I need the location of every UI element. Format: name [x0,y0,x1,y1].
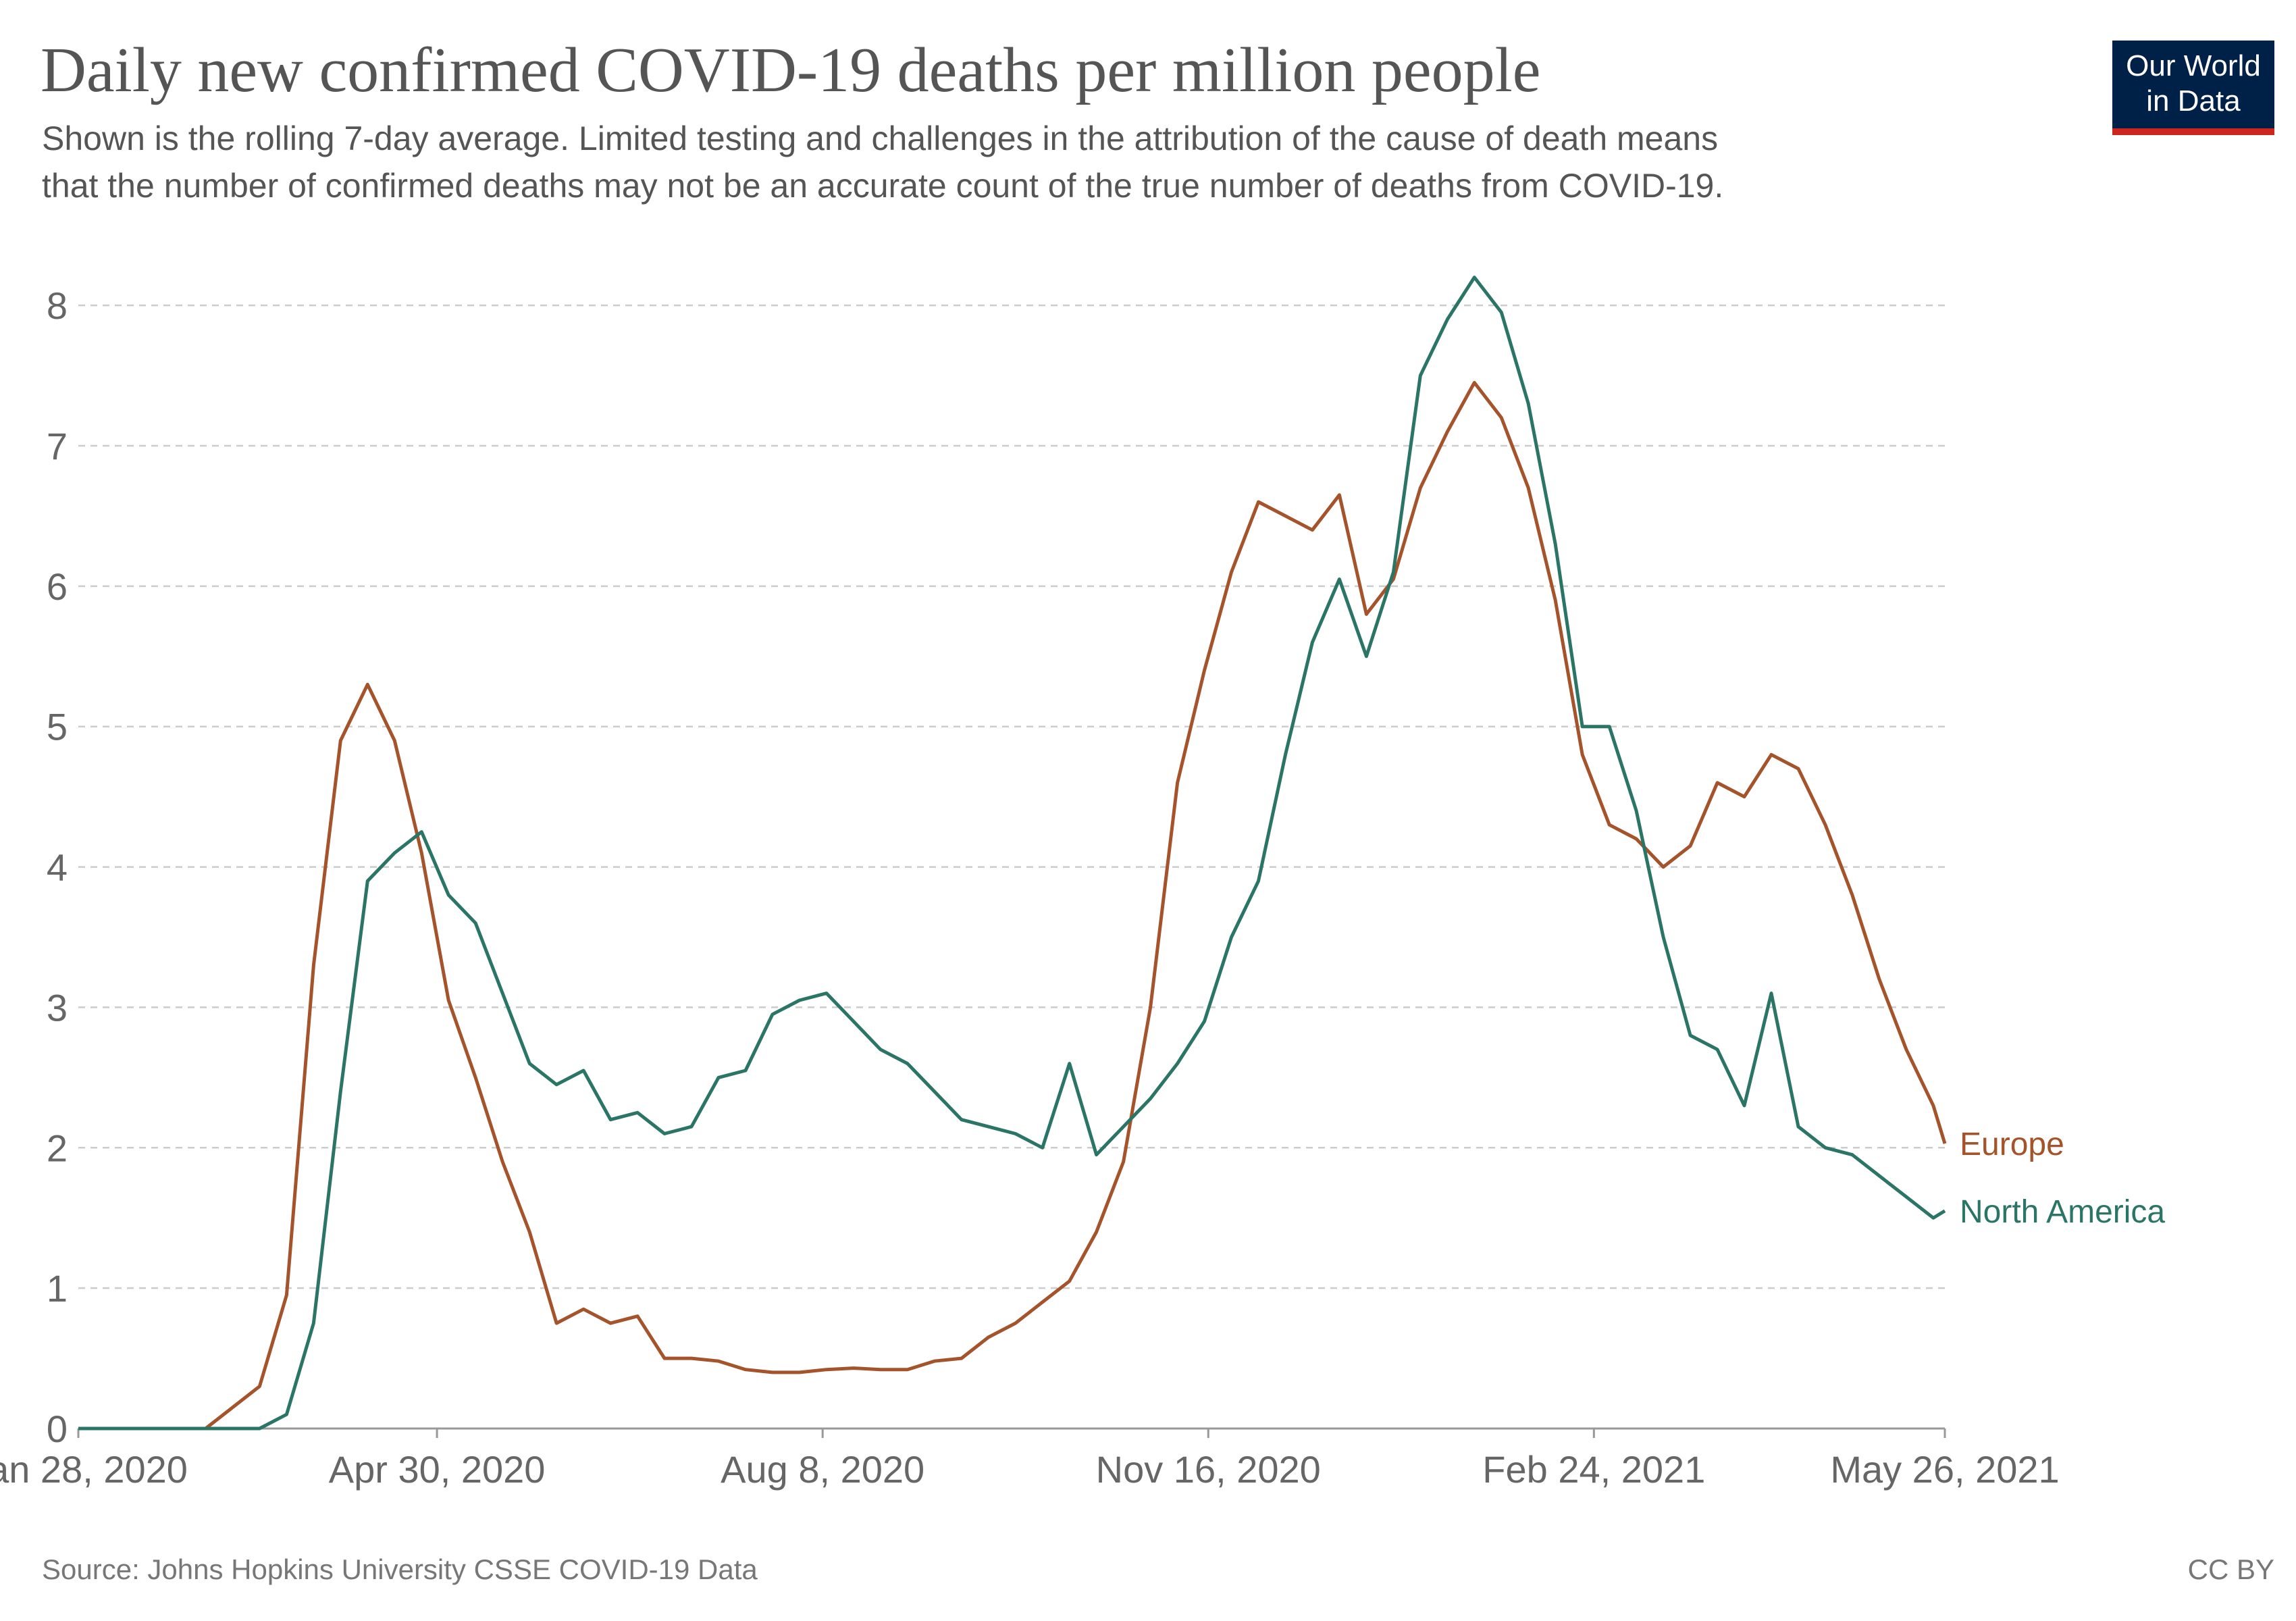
y-tick-label: 5 [47,706,68,748]
logo-box [2112,41,2274,135]
license: CC BY [2188,1553,2274,1585]
y-tick-label: 2 [47,1127,68,1169]
y-tick-label: 4 [47,846,68,889]
series-label: Europe [1960,1127,2064,1162]
y-tick-label: 1 [47,1267,68,1310]
x-tick-label: Jan 28, 2020 [0,1448,188,1491]
logo-bar [2112,128,2274,135]
source: Source: Johns Hopkins University CSSE CO… [42,1553,758,1585]
logo-text: in Data [2146,84,2241,118]
y-tick-label: 6 [47,565,68,608]
x-tick-label: Aug 8, 2020 [721,1448,924,1491]
x-tick-label: Nov 16, 2020 [1096,1448,1321,1491]
series-label: North America [1960,1194,2165,1230]
x-tick-label: May 26, 2021 [1830,1448,2059,1491]
x-tick-label: Feb 24, 2021 [1482,1448,1705,1491]
chart-title: Daily new confirmed COVID-19 deaths per … [41,35,1540,105]
y-tick-label: 3 [47,986,68,1029]
chart-subtitle: that the number of confirmed deaths may … [42,167,1723,205]
logo-text: Our World [2126,49,2261,82]
chart-subtitle: Shown is the rolling 7-day average. Limi… [42,120,1718,157]
y-tick-label: 7 [47,425,68,467]
y-tick-label: 8 [47,284,68,327]
x-tick-label: Apr 30, 2020 [329,1448,546,1491]
series-line [78,381,1947,1431]
y-tick-label: 0 [47,1408,68,1450]
series-line [78,276,1946,1431]
